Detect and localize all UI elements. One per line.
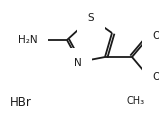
Text: O: O <box>152 31 159 41</box>
Text: O: O <box>152 72 159 82</box>
Text: S: S <box>88 13 94 23</box>
Text: H₂N: H₂N <box>18 35 38 45</box>
Text: N: N <box>74 58 82 68</box>
Text: HBr: HBr <box>10 96 32 109</box>
Text: CH₃: CH₃ <box>127 96 145 106</box>
